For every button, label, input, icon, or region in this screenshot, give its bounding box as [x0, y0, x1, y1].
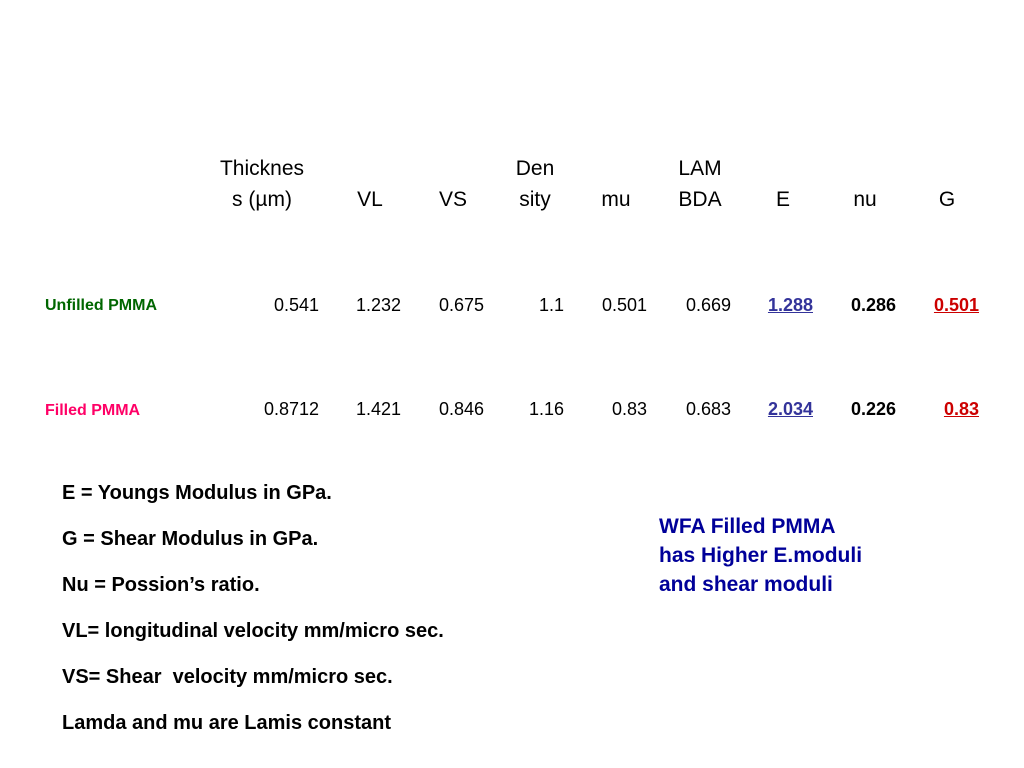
cell-unfilled-density: 1.1 [538, 295, 564, 315]
header-density: Den sity [500, 155, 570, 215]
notes-block: E = Youngs Modulus in GPa. G = Shear Mod… [62, 478, 444, 754]
cell-filled-thickness: 0.8712 [263, 399, 319, 419]
cell-unfilled-g: 0.501 [933, 295, 979, 315]
note-poisson-ratio: Nu = Possion’s ratio. [62, 574, 260, 596]
note-lame-constants: Lamda and mu are Lamis constant [62, 712, 391, 734]
header-e: E [748, 155, 818, 215]
header-thickness-line1: Thicknes [219, 157, 305, 180]
callout-line-2: has Higher E.moduli [659, 544, 863, 567]
header-g-label: G [938, 188, 956, 211]
header-g: G [912, 155, 982, 215]
cell-unfilled-vs: 0.675 [438, 295, 484, 315]
note-youngs-modulus: E = Youngs Modulus in GPa. [62, 482, 332, 504]
header-vs: VS [418, 155, 488, 215]
header-lambda-line1: LAM [678, 157, 722, 180]
header-vl: VL [335, 155, 405, 215]
header-nu: nu [830, 155, 900, 215]
header-mu: mu [581, 155, 651, 215]
cell-filled-vs: 0.846 [438, 399, 484, 419]
header-vl-label: VL [357, 188, 383, 211]
note-longitudinal-velocity: VL= longitudinal velocity mm/micro sec. [62, 620, 444, 642]
header-nu-label: nu [853, 188, 877, 211]
cell-filled-density: 1.16 [528, 399, 564, 419]
callout-line-1: WFA Filled PMMA [659, 515, 836, 538]
cell-unfilled-lambda: 0.669 [685, 295, 731, 315]
header-e-label: E [775, 188, 790, 211]
note-shear-velocity: VS= Shear velocity mm/micro sec. [62, 666, 393, 688]
header-mu-label: mu [601, 188, 631, 211]
cell-filled-mu: 0.83 [611, 399, 647, 419]
header-thickness: Thicknes s (µm) [200, 155, 324, 215]
callout-conclusion: WFA Filled PMMA has Higher E.moduli and … [659, 512, 939, 599]
cell-filled-nu: 0.226 [850, 399, 896, 419]
cell-unfilled-vl: 1.232 [355, 295, 401, 315]
cell-unfilled-nu: 0.286 [850, 295, 896, 315]
cell-filled-g: 0.83 [943, 399, 979, 419]
header-thickness-line2: s (µm) [232, 188, 292, 211]
cell-unfilled-mu: 0.501 [601, 295, 647, 315]
header-lambda-line2: BDA [678, 188, 722, 211]
row-label-unfilled-pmma: Unfilled PMMA [45, 297, 157, 314]
cell-filled-e: 2.034 [767, 399, 813, 419]
callout-line-3: and shear moduli [659, 573, 833, 596]
header-lambda: LAM BDA [665, 155, 735, 215]
header-density-line1: Den [515, 157, 555, 180]
header-vs-label: VS [438, 188, 467, 211]
note-shear-modulus: G = Shear Modulus in GPa. [62, 528, 319, 550]
header-density-line2: sity [519, 188, 551, 211]
cell-unfilled-thickness: 0.541 [273, 295, 319, 315]
cell-unfilled-e: 1.288 [767, 295, 813, 315]
cell-filled-lambda: 0.683 [685, 399, 731, 419]
row-label-filled-pmma: Filled PMMA [45, 402, 141, 419]
cell-filled-vl: 1.421 [355, 399, 401, 419]
